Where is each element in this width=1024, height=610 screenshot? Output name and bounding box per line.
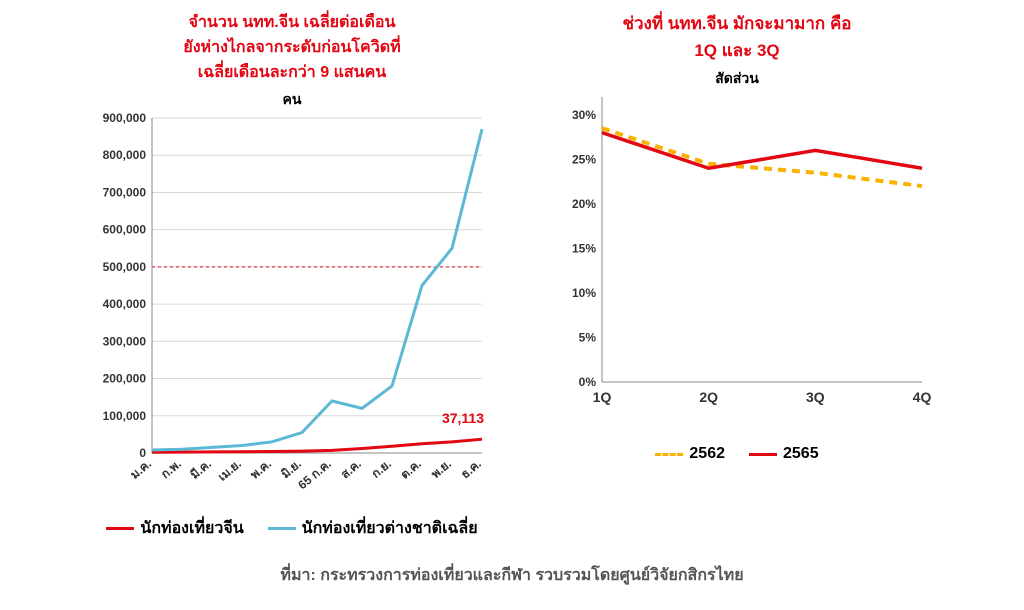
svg-text:ส.ค.: ส.ค. [338,457,364,482]
svg-text:300,000: 300,000 [103,334,147,348]
charts-container: จำนวน นทท.จีน เฉลี่ยต่อเดือน ยังห่างไกลจ… [20,10,1004,541]
svg-text:4Q: 4Q [913,389,932,405]
svg-text:20%: 20% [572,197,596,211]
svg-text:600,000: 600,000 [103,223,147,237]
left-y-label: คน [283,89,302,111]
svg-text:37,113: 37,113 [442,410,484,426]
legend-label: นักท่องเที่ยวจีน [140,516,243,541]
right-chart: 0% 5% 10% 15% 20% 25% 30% 1Q 2Q 3Q 4Q [532,92,942,427]
svg-text:15%: 15% [572,241,596,255]
left-legend: นักท่องเที่ยวจีน นักท่องเที่ยวต่างชาติเฉล… [106,516,477,541]
svg-text:3Q: 3Q [806,389,825,405]
svg-text:เม.ย.: เม.ย. [215,457,244,484]
source-footer: ที่มา: กระทรวงการท่องเที่ยวและกีฬา รวบรว… [20,563,1004,588]
right-legend: 2562 2565 [655,445,818,463]
legend-swatch [106,527,134,530]
svg-text:65 ก.ค.: 65 ก.ค. [295,457,334,493]
legend-item: 2565 [749,445,819,463]
legend-swatch [268,527,296,530]
svg-text:ต.ค.: ต.ค. [398,457,424,482]
svg-text:800,000: 800,000 [103,148,147,162]
svg-text:1Q: 1Q [593,389,612,405]
svg-text:700,000: 700,000 [103,185,147,199]
svg-text:พ.ค.: พ.ค. [248,457,274,482]
svg-text:มี.ค.: มี.ค. [188,457,214,482]
right-svg: 0% 5% 10% 15% 20% 25% 30% 1Q 2Q 3Q 4Q [532,92,942,422]
legend-label: 2562 [689,445,725,463]
legend-item: นักท่องเที่ยวจีน [106,516,243,541]
svg-text:10%: 10% [572,286,596,300]
legend-item: นักท่องเที่ยวต่างชาติเฉลี่ย [268,516,478,541]
left-chart: 0100,000200,000300,000400,000500,000600,… [82,113,502,498]
svg-text:30%: 30% [572,108,596,122]
svg-text:200,000: 200,000 [103,372,147,386]
right-panel: ช่วงที่ นทท.จีน มักจะมามาก คือ 1Q และ 3Q… [532,10,942,541]
svg-text:ก.ย.: ก.ย. [369,457,394,481]
left-svg: 0100,000200,000300,000400,000500,000600,… [82,113,502,493]
left-title: จำนวน นทท.จีน เฉลี่ยต่อเดือน ยังห่างไกลจ… [183,10,400,85]
legend-label: นักท่องเที่ยวต่างชาติเฉลี่ย [302,516,478,541]
svg-text:ธ.ค.: ธ.ค. [458,457,484,482]
svg-text:100,000: 100,000 [103,409,147,423]
legend-swatch [749,453,777,456]
legend-label: 2565 [783,445,819,463]
svg-text:5%: 5% [579,330,597,344]
svg-text:ก.พ.: ก.พ. [158,457,184,482]
legend-item: 2562 [655,445,725,463]
svg-text:0%: 0% [579,375,597,389]
svg-text:25%: 25% [572,152,596,166]
svg-text:2Q: 2Q [699,389,718,405]
svg-text:500,000: 500,000 [103,260,147,274]
right-y-label: สัดส่วน [715,68,759,90]
svg-text:พ.ย.: พ.ย. [428,457,454,482]
svg-text:ม.ค.: ม.ค. [128,457,154,482]
svg-text:900,000: 900,000 [103,113,147,125]
right-title: ช่วงที่ นทท.จีน มักจะมามาก คือ 1Q และ 3Q [622,10,851,64]
svg-text:400,000: 400,000 [103,297,147,311]
legend-swatch [655,453,683,456]
left-panel: จำนวน นทท.จีน เฉลี่ยต่อเดือน ยังห่างไกลจ… [82,10,502,541]
